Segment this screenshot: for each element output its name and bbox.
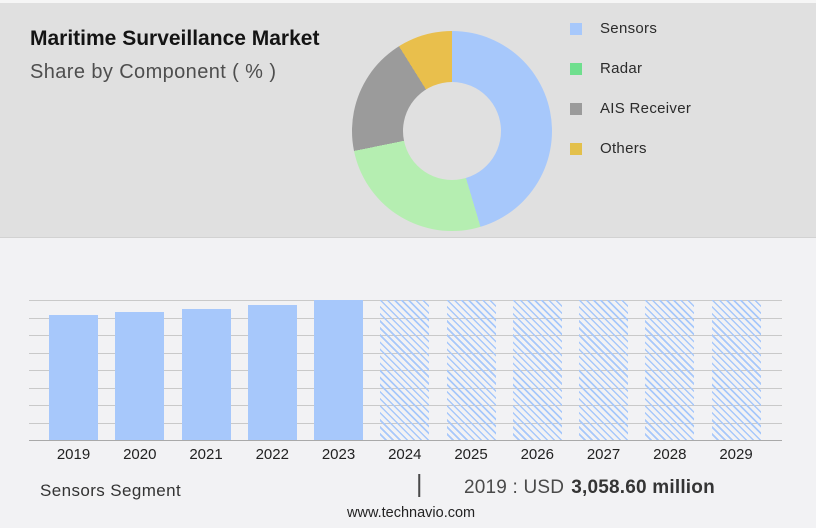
legend-swatch-sensors [570, 22, 582, 35]
value-annotation: 2019 : USD 3,058.60 million [464, 477, 715, 499]
legend-label-others: Others [600, 140, 647, 157]
donut-hole [403, 82, 501, 180]
legend-item-others: Others [570, 140, 691, 157]
page-title: Maritime Surveillance Market [30, 27, 320, 50]
donut-chart [352, 31, 552, 231]
bar-2023 [314, 300, 363, 440]
x-tick-label-2028: 2028 [653, 446, 687, 463]
forecast-bar-2027 [579, 300, 628, 440]
legend-item-ais-receiver: AIS Receiver [570, 100, 692, 117]
legend-label-radar: Radar [600, 60, 643, 77]
x-tick-label-2019: 2019 [56, 446, 91, 463]
website-url: www.technavio.com [347, 505, 476, 521]
bar-2022 [247, 304, 297, 440]
legend-swatch-others [570, 142, 582, 155]
legend-label-ais-receiver: AIS Receiver [600, 100, 692, 117]
x-tick-label-2023: 2023 [321, 446, 356, 463]
bar-chart-x-axis-labels: 2019 2020 2021 2022 2023 2024 2025 2026 2027 2028… [29, 446, 782, 464]
forecast-bar-2028 [645, 300, 695, 440]
x-tick-label-2025: 2025 [454, 446, 488, 463]
x-tick-label-2026: 2026 [520, 446, 554, 463]
legend-swatch-radar [570, 62, 582, 75]
x-tick-label-2024: 2024 [388, 446, 422, 463]
segment-label: Sensors Segment [40, 481, 182, 500]
legend-swatch-ais-receiver [570, 102, 582, 115]
x-tick-label-2022: 2022 [255, 446, 289, 463]
page-subtitle: Share by Component ( % ) [30, 61, 277, 83]
forecast-bar-2024 [380, 300, 430, 440]
legend-item-sensors: Sensors [570, 20, 691, 37]
x-tick-label-2021: 2021 [189, 446, 223, 463]
bar-2021 [181, 308, 231, 440]
bar-2019 [49, 314, 98, 440]
x-tick-label-2029: 2029 [719, 446, 753, 463]
forecast-bar-2026 [512, 300, 562, 440]
value-amount: 3,058.60 million [571, 477, 715, 498]
legend-label-sensors: Sensors [600, 20, 658, 37]
x-tick-label-2020: 2020 [123, 446, 157, 463]
bar-2020 [115, 312, 165, 440]
divider-bar: | [416, 470, 423, 498]
chart-legend: Sensors Radar AIS Receiver Others [570, 20, 692, 157]
forecast-bar-2029 [711, 300, 761, 440]
header-panel: Maritime Surveillance Market Share by Co… [0, 0, 816, 238]
bar-chart-plot [29, 300, 782, 441]
x-axis-line [29, 440, 782, 441]
forecast-bar-2025 [446, 300, 496, 440]
x-tick-label-2027: 2027 [586, 446, 621, 463]
value-prefix: 2019 : USD [464, 477, 565, 498]
legend-item-radar: Radar [570, 60, 691, 77]
